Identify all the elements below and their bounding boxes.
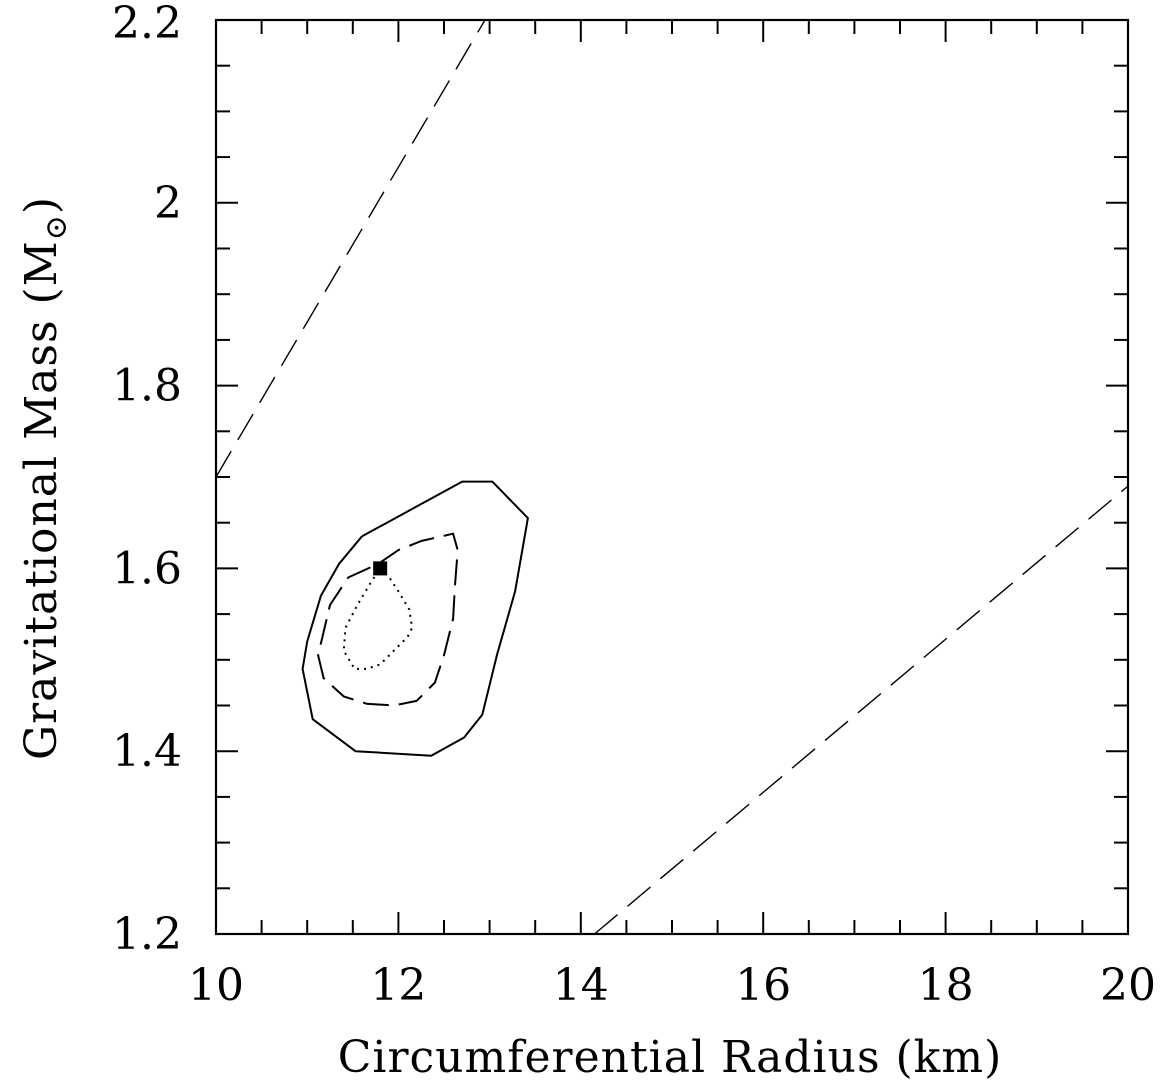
- x-tick-label: 16: [735, 960, 791, 1011]
- x-tick-label: 20: [1100, 960, 1156, 1011]
- y-tick-labels: 1.2 1.4 1.6 1.8 2 2.2: [112, 0, 182, 960]
- x-tick-labels: 10 12 14 16 18 20: [188, 960, 1156, 1011]
- y-tick-label: 1.2: [112, 909, 182, 960]
- y-axis-title-close: ): [16, 196, 67, 214]
- best-fit-square-marker: [373, 561, 388, 576]
- marker-layer: [373, 561, 388, 576]
- y-tick-label: 1.6: [112, 543, 182, 594]
- x-tick-label: 18: [918, 960, 974, 1011]
- series-long-dash-line: [215, 19, 486, 478]
- series-solid-line: [301, 480, 529, 757]
- y-tick-label: 2: [154, 178, 182, 229]
- y-axis-title-sun-symbol: ⊙: [39, 214, 74, 240]
- y-tick-label: 1.8: [112, 361, 182, 412]
- y-tick-label: 2.2: [112, 0, 182, 49]
- series-dotted-line: [342, 567, 414, 670]
- y-tick-label: 1.4: [112, 726, 182, 777]
- x-tick-label: 12: [370, 960, 426, 1011]
- series-layer: [215, 19, 1129, 935]
- series-dashed-line: [317, 532, 459, 707]
- y-axis-title-main: Gravitational Mass (M: [16, 240, 67, 760]
- minor-ticks: [216, 20, 1128, 934]
- major-ticks: [215, 19, 1129, 935]
- plot-frame: [214, 18, 1130, 936]
- x-tick-label: 14: [553, 960, 609, 1011]
- x-axis-title: Circumferential Radius (km): [338, 1032, 1002, 1083]
- y-axis-title: Gravitational Mass (M⊙): [16, 196, 74, 760]
- x-tick-label: 10: [188, 960, 244, 1011]
- series-long-dash-line: [594, 485, 1129, 935]
